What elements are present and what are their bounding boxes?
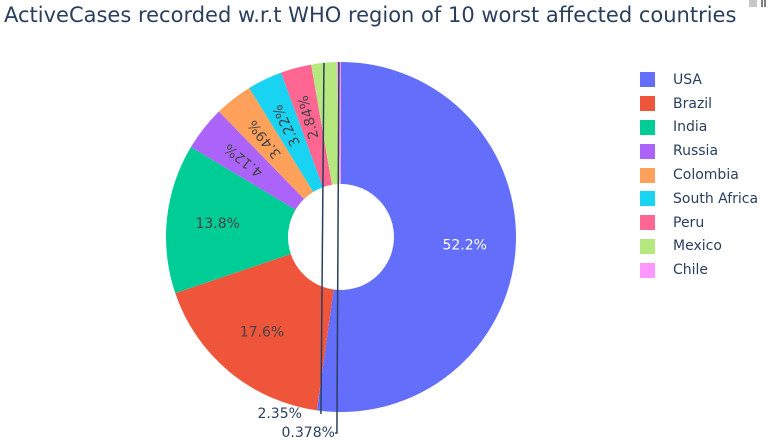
legend-swatch: [640, 96, 655, 112]
legend-item-chile[interactable]: Chile: [640, 258, 758, 282]
pie-slice-usa[interactable]: [316, 62, 517, 413]
pie-label-brazil: 17.6%: [240, 325, 284, 341]
pie-slice-brazil[interactable]: [175, 254, 334, 411]
legend-label: Peru: [673, 214, 705, 231]
legend-swatch: [640, 215, 655, 231]
legend-swatch: [640, 167, 655, 183]
legend-item-russia[interactable]: Russia: [640, 139, 758, 163]
legend-swatch: [640, 143, 655, 159]
legend-label: USA: [673, 71, 702, 88]
legend-swatch: [640, 119, 655, 135]
leader-line-mexico: [320, 62, 325, 415]
legend-item-usa[interactable]: USA: [640, 68, 758, 92]
pie-slice-india[interactable]: [165, 146, 296, 294]
pie-slices: [165, 62, 517, 413]
pie-slice-peru[interactable]: [281, 64, 332, 188]
legend-label: Colombia: [673, 167, 739, 184]
legend-item-mexico[interactable]: Mexico: [640, 235, 758, 259]
camera-icon[interactable]: [748, 0, 770, 8]
legend-item-colombia[interactable]: Colombia: [640, 163, 758, 187]
legend-label: South Africa: [673, 190, 759, 207]
legend: USA Brazil India Russia Colombia South Africa…: [640, 68, 758, 282]
pie-slice-colombia[interactable]: [218, 88, 314, 200]
pie-label-mexico: 2.35%: [257, 406, 301, 422]
legend-swatch: [640, 238, 655, 254]
pie-label-chile: 0.378%: [282, 425, 335, 441]
legend-item-brazil[interactable]: Brazil: [640, 92, 758, 116]
pie-label-india: 13.8%: [195, 216, 239, 232]
legend-label: Chile: [673, 262, 709, 279]
chart-title: ActiveCases recorded w.r.t WHO region of…: [4, 3, 737, 27]
legend-label: Mexico: [673, 238, 722, 255]
legend-item-peru[interactable]: Peru: [640, 211, 758, 235]
legend-swatch: [640, 72, 655, 88]
legend-item-south-africa[interactable]: South Africa: [640, 187, 758, 211]
legend-label: India: [673, 119, 708, 136]
pie-slice-south-africa[interactable]: [249, 72, 323, 192]
pie-slice-mexico[interactable]: [311, 62, 340, 185]
legend-label: Brazil: [673, 95, 713, 112]
pie-label-usa: 52.2%: [442, 238, 486, 254]
legend-swatch: [640, 191, 655, 207]
legend-label: Russia: [673, 143, 719, 160]
leader-line-chile: [334, 62, 340, 434]
legend-swatch: [640, 262, 655, 278]
legend-item-india[interactable]: India: [640, 116, 758, 140]
pie-slice-russia[interactable]: [190, 111, 305, 210]
